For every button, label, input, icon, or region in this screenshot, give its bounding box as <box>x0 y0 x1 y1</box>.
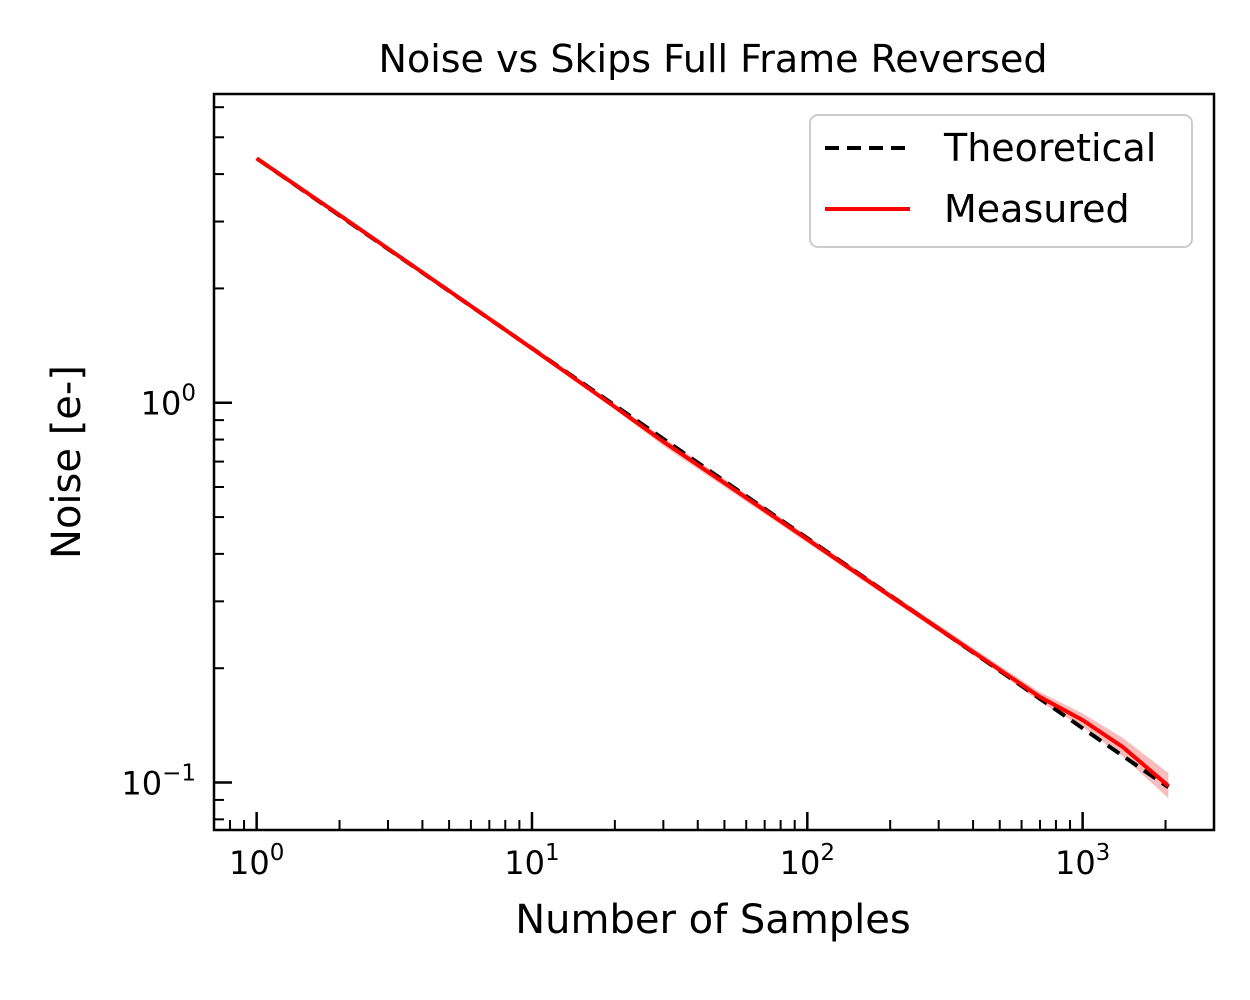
legend: Theoretical Measured <box>809 114 1193 248</box>
x-tick-label: 103 <box>1055 840 1110 882</box>
y-tick-label: 10−1 <box>121 761 196 803</box>
legend-box <box>809 114 1193 248</box>
measured-error-band <box>256 158 1169 799</box>
ticks-layer: 100 101 102 103 10−1 100 <box>121 106 1215 882</box>
y-axis-label: Noise [e-] <box>44 365 90 559</box>
plot-frame <box>212 92 1216 832</box>
x-tick-label: 102 <box>780 840 835 882</box>
x-tick-label: 100 <box>229 840 284 882</box>
legend-label-measured: Measured <box>944 187 1130 231</box>
chart-title: Noise vs Skips Full Frame Reversed <box>379 37 1048 81</box>
series-line-measured <box>255 156 1170 788</box>
y-tick-label: 100 <box>141 381 196 423</box>
x-axis-label: Number of Samples <box>515 897 911 943</box>
data-layer <box>255 156 1170 799</box>
x-tick-label: 101 <box>504 840 559 882</box>
legend-label-theoretical: Theoretical <box>943 126 1156 170</box>
